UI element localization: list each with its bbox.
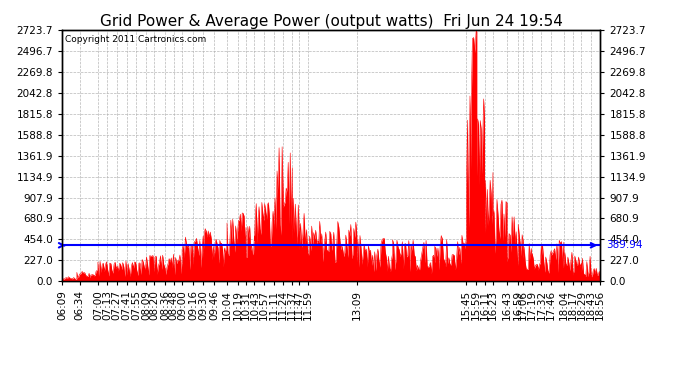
Title: Grid Power & Average Power (output watts)  Fri Jun 24 19:54: Grid Power & Average Power (output watts… (100, 14, 562, 29)
Text: 389.94: 389.94 (606, 240, 642, 250)
Text: Copyright 2011 Cartronics.com: Copyright 2011 Cartronics.com (65, 35, 206, 44)
